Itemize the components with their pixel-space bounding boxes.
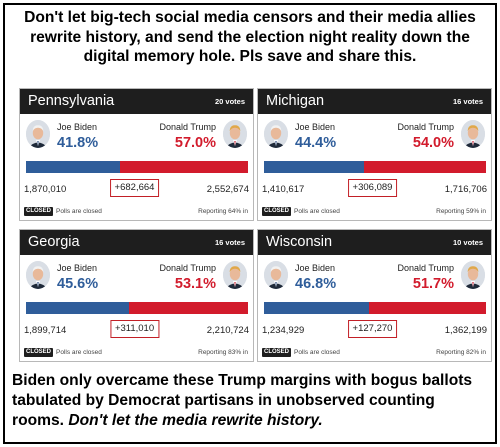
reporting-percentage: Reporting 82% in (436, 349, 486, 356)
trump-margin-box: +127,270 (347, 320, 398, 338)
rep-candidate-name: Donald Trump (159, 122, 216, 132)
state-name: Michigan (266, 93, 325, 109)
headline-text: Don't let big-tech social media censors … (24, 9, 476, 65)
footer-body: Biden only overcame these Trump margins … (12, 372, 473, 429)
rep-percentage: 54.0% (412, 135, 454, 151)
footer-text: Biden only overcame these Trump margins … (12, 371, 488, 431)
dem-share-bar (264, 161, 365, 173)
biden-avatar (264, 120, 288, 148)
closed-badge: CLOSED (262, 207, 292, 216)
biden-avatar (26, 261, 50, 289)
vote-share-bar (264, 161, 486, 173)
state-card-michigan: Michigan 16 votes Joe Biden Donald Trump 44.… (257, 88, 492, 221)
rep-percentage: 53.1% (174, 276, 216, 292)
dem-share-bar (264, 302, 370, 314)
biden-avatar (26, 120, 50, 148)
card-header: Pennsylvania 20 votes (20, 89, 253, 114)
state-card-wisconsin: Wisconsin 10 votes Joe Biden Donald Trump 46… (257, 229, 492, 362)
dem-candidate-name: Joe Biden (295, 263, 336, 273)
reporting-percentage: Reporting 83% in (198, 349, 248, 356)
dem-vote-count: 1,234,929 (262, 325, 305, 336)
footer-emphasis: Don't let the media rewrite history. (68, 412, 323, 429)
reporting-percentage: Reporting 64% in (198, 208, 248, 215)
card-header: Georgia 16 votes (20, 230, 253, 255)
rep-share-bar (364, 161, 486, 173)
closed-badge: CLOSED (24, 348, 54, 357)
rep-candidate-name: Donald Trump (159, 263, 216, 273)
rep-share-bar (128, 302, 248, 314)
rep-vote-count: 1,716,706 (444, 184, 487, 195)
vote-share-bar (264, 302, 486, 314)
trump-avatar (461, 120, 485, 148)
electoral-votes: 16 votes (214, 238, 245, 247)
rep-vote-count: 2,552,674 (206, 184, 249, 195)
dem-candidate-name: Joe Biden (57, 263, 98, 273)
trump-avatar (223, 120, 247, 148)
trump-margin-box: +311,010 (109, 320, 160, 338)
rep-percentage: 51.7% (412, 276, 454, 292)
poster-frame (3, 3, 497, 444)
reporting-percentage: Reporting 59% in (436, 208, 486, 215)
rep-share-bar (369, 302, 486, 314)
vote-share-bar (26, 161, 248, 173)
dem-share-bar (26, 302, 129, 314)
electoral-votes: 10 votes (452, 238, 483, 247)
state-card-georgia: Georgia 16 votes Joe Biden Donald Trump 45.6… (19, 229, 254, 362)
card-header: Wisconsin 10 votes (258, 230, 491, 255)
electoral-votes: 16 votes (452, 97, 483, 106)
rep-candidate-name: Donald Trump (397, 263, 454, 273)
rep-vote-count: 1,362,199 (444, 325, 487, 336)
state-name: Georgia (28, 234, 80, 250)
dem-candidate-name: Joe Biden (295, 122, 336, 132)
electoral-votes: 20 votes (214, 97, 245, 106)
polls-closed-text: Polls are closed (56, 349, 102, 356)
dem-percentage: 41.8% (57, 135, 99, 151)
dem-candidate-name: Joe Biden (57, 122, 98, 132)
poll-status: CLOSED Polls are closed (24, 207, 102, 216)
rep-candidate-name: Donald Trump (397, 122, 454, 132)
rep-share-bar (119, 161, 248, 173)
dem-vote-count: 1,899,714 (24, 325, 67, 336)
dem-vote-count: 1,870,010 (24, 184, 67, 195)
dem-share-bar (26, 161, 120, 173)
poll-status: CLOSED Polls are closed (262, 348, 340, 357)
rep-vote-count: 2,210,724 (206, 325, 249, 336)
trump-margin-box: +682,664 (109, 179, 160, 197)
trump-margin-box: +306,089 (347, 179, 398, 197)
polls-closed-text: Polls are closed (56, 208, 102, 215)
closed-badge: CLOSED (262, 348, 292, 357)
dem-percentage: 44.4% (295, 135, 337, 151)
biden-avatar (264, 261, 288, 289)
vote-share-bar (26, 302, 248, 314)
polls-closed-text: Polls are closed (294, 208, 340, 215)
dem-percentage: 45.6% (57, 276, 99, 292)
state-card-pennsylvania: Pennsylvania 20 votes Joe Biden Donald Trum… (19, 88, 254, 221)
rep-percentage: 57.0% (174, 135, 216, 151)
card-header: Michigan 16 votes (258, 89, 491, 114)
state-name: Wisconsin (266, 234, 333, 250)
trump-avatar (461, 261, 485, 289)
trump-avatar (223, 261, 247, 289)
closed-badge: CLOSED (24, 207, 54, 216)
poll-status: CLOSED Polls are closed (24, 348, 102, 357)
dem-percentage: 46.8% (295, 276, 337, 292)
dem-vote-count: 1,410,617 (262, 184, 305, 195)
polls-closed-text: Polls are closed (294, 349, 340, 356)
poll-status: CLOSED Polls are closed (262, 207, 340, 216)
state-name: Pennsylvania (28, 93, 115, 109)
